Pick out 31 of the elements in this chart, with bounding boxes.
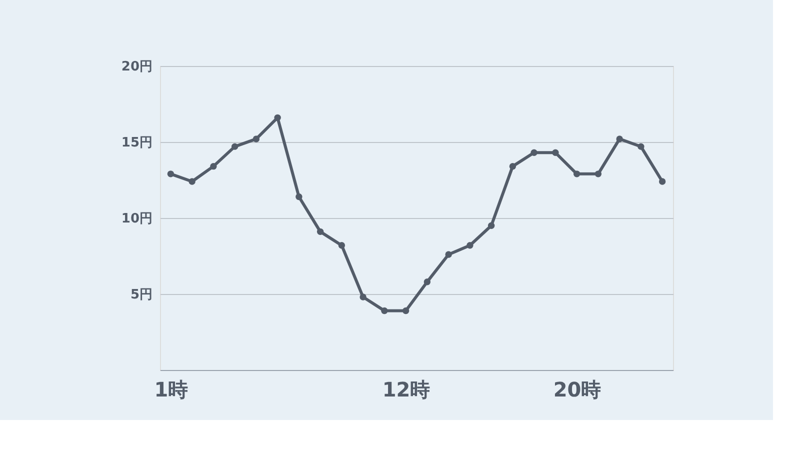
x-tick-label: 20時: [553, 378, 602, 402]
y-tick-label: 5円: [130, 288, 152, 302]
y-tick-label: 10円: [121, 212, 152, 226]
y-tick-label: 20円: [121, 60, 152, 74]
point: [402, 307, 410, 314]
point: [188, 178, 196, 185]
y-tick-label: 15円: [121, 136, 152, 150]
point: [509, 162, 516, 170]
point: [616, 136, 623, 142]
point: [573, 170, 580, 178]
point: [338, 242, 346, 249]
x-tick-label: 12時: [382, 378, 430, 402]
point: [488, 222, 495, 229]
point: [167, 170, 174, 178]
point: [360, 294, 366, 300]
point: [658, 178, 666, 185]
point: [210, 162, 217, 170]
point: [552, 149, 559, 156]
point: [530, 149, 538, 156]
point: [466, 242, 474, 249]
point: [316, 228, 324, 236]
point: [274, 114, 281, 122]
point: [638, 143, 644, 150]
point: [381, 307, 388, 314]
point: [296, 193, 302, 200]
point: [231, 143, 238, 150]
point: [445, 251, 452, 258]
point: [424, 278, 431, 286]
point: [252, 136, 260, 142]
point: [594, 170, 602, 178]
x-tick-label: 1時: [154, 378, 188, 402]
